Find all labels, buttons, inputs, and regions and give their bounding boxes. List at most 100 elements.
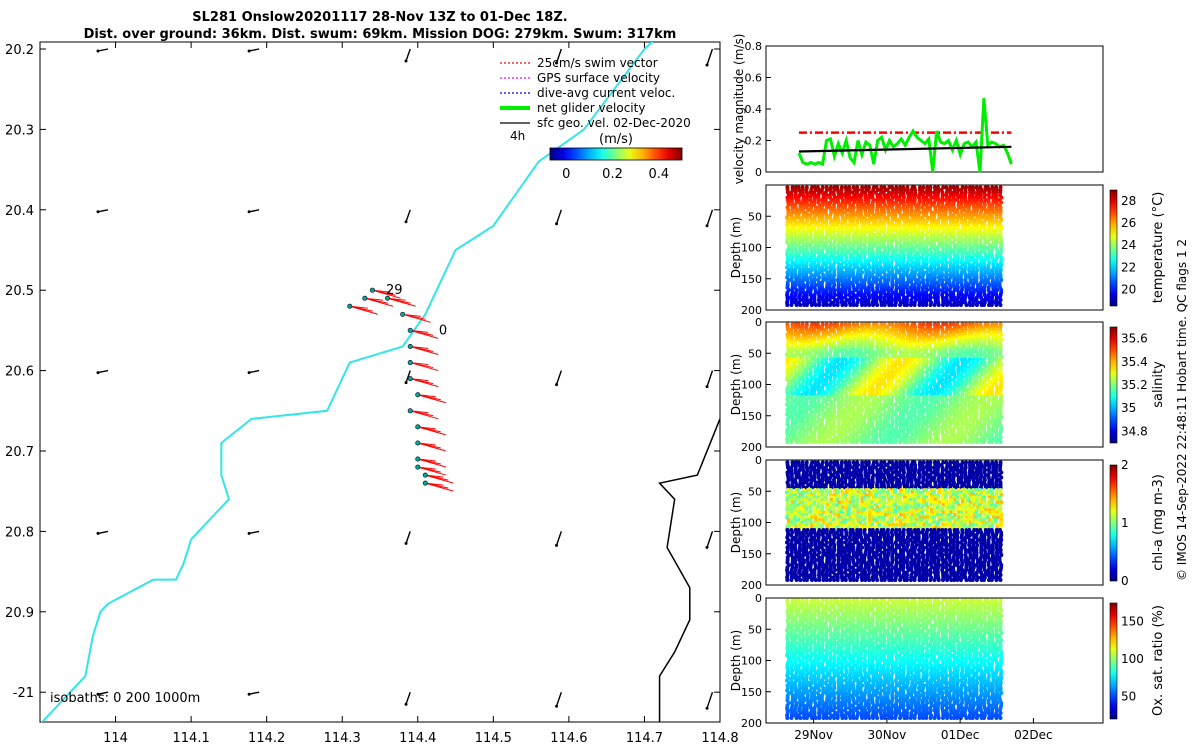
glider-position (407, 327, 413, 333)
profile-sample (871, 440, 876, 444)
section-colorbar-tick: 24 (1121, 238, 1136, 252)
legend-label: net glider velocity (537, 101, 645, 115)
geo-velocity-arrow (97, 691, 109, 695)
profile-sample (898, 440, 903, 444)
swim-vector (417, 466, 446, 476)
map-ytick-label: 20.5 (5, 284, 34, 299)
swim-vector (402, 313, 431, 323)
glider-position (369, 287, 375, 293)
map-plot-area: 290 (40, 42, 720, 722)
map-ytick-label: 20.2 (5, 43, 34, 58)
profile-sample (882, 303, 887, 307)
profile-sample (843, 440, 848, 444)
geo-velocity-arrow-head (555, 61, 559, 65)
profile-sample (824, 303, 829, 307)
swim-vector (364, 297, 394, 307)
geo-velocity-arrow (405, 209, 411, 223)
geo-velocity-arrow (248, 530, 260, 535)
swim-vector (349, 305, 378, 315)
section-colorbar (1109, 189, 1118, 307)
profile-sample (974, 303, 979, 307)
profile-sample (904, 440, 909, 444)
profile-sample (893, 303, 898, 307)
glider-position (422, 480, 428, 486)
chart-title-line-1: SL281 Onslow20201117 28-Nov 13Z to 01-De… (192, 10, 568, 25)
geo-velocity-arrow (555, 209, 562, 225)
section-colorbar-tick: 20 (1121, 282, 1136, 296)
profile-sample (832, 440, 837, 444)
geo-velocity-arrow-head (96, 692, 100, 696)
glider-position (407, 343, 413, 349)
velocity-series-line (797, 97, 1013, 173)
swim-vector (417, 426, 446, 436)
map-colorbar-tick: 0.4 (648, 167, 669, 182)
profile-sample (828, 440, 833, 444)
legend-label: GPS surface velocity (537, 71, 660, 85)
geo-velocity-arrow-head (555, 222, 559, 226)
glider-position (415, 392, 421, 398)
profile-sample (854, 303, 859, 307)
profile-sample (789, 303, 794, 307)
geo-velocity-arrow (555, 370, 562, 385)
glider-position (407, 408, 413, 414)
profile-sample (928, 303, 933, 307)
swim-vector (410, 345, 439, 355)
geo-velocity-arrow (97, 369, 109, 374)
legend-scale-label: 4h (510, 129, 525, 143)
profile-sample (867, 303, 872, 307)
profile-sample (932, 440, 937, 444)
section-ytick-label: 50 (748, 347, 762, 360)
profile-sample (785, 303, 790, 307)
profile-sample (798, 440, 803, 444)
profile-sample (871, 303, 876, 307)
chart-title-line-2: Dist. over ground: 36km. Dist. swum: 69k… (83, 27, 677, 42)
profile-sample (882, 440, 887, 444)
geo-velocity-arrow-head (555, 543, 559, 547)
profile-sample (904, 303, 909, 307)
glider-position (415, 464, 421, 470)
track-label: 0 (439, 323, 447, 338)
geo-velocity-arrow-head (96, 371, 100, 375)
profile-sample (932, 303, 937, 307)
swim-vector (410, 378, 439, 388)
glider-position (422, 472, 428, 478)
legend-label: 25cm/s swim vector (537, 56, 658, 70)
profile-sample (958, 303, 963, 307)
geo-velocity-arrow-head (705, 224, 709, 228)
profile-sample (785, 440, 790, 444)
profile-sample (875, 303, 880, 307)
glider-position (415, 424, 421, 430)
geo-velocity-arrow-head (705, 63, 709, 67)
map-ytick-label: 20.9 (5, 606, 34, 621)
geo-velocity-arrow-head (247, 692, 251, 696)
map-colorbar-label: (m/s) (599, 132, 633, 147)
velocity-ytick-label: 0.4 (745, 103, 763, 116)
section-ylabel: Depth (m) (729, 217, 743, 278)
section-ytick-label: 50 (748, 210, 762, 223)
glider-position (415, 440, 421, 446)
section-ytick-label: 200 (741, 304, 762, 317)
map-xtick-label: 114.3 (324, 731, 361, 746)
geo-velocity-arrow-head (247, 49, 251, 53)
map-colorbar (549, 147, 683, 161)
profile-sample (936, 303, 941, 307)
profile-sample (936, 440, 941, 444)
swim-vector (425, 482, 454, 492)
profile-sample (821, 303, 826, 307)
section-ytick-label: 150 (741, 410, 762, 423)
geo-velocity-arrow (248, 369, 260, 374)
isobath-1000m (658, 418, 720, 722)
section-colorbar-tick: 22 (1121, 260, 1136, 274)
geo-velocity-arrow-head (555, 383, 559, 387)
geo-velocity-arrow (97, 209, 109, 213)
profile-sample (989, 303, 994, 307)
geo-velocity-arrow (97, 48, 109, 52)
profile-sample (860, 303, 865, 307)
velocity-ytick-label: 0.6 (745, 72, 763, 85)
geo-velocity-arrow (248, 48, 260, 52)
profile-sample (898, 303, 903, 307)
swim-vector (425, 474, 454, 484)
